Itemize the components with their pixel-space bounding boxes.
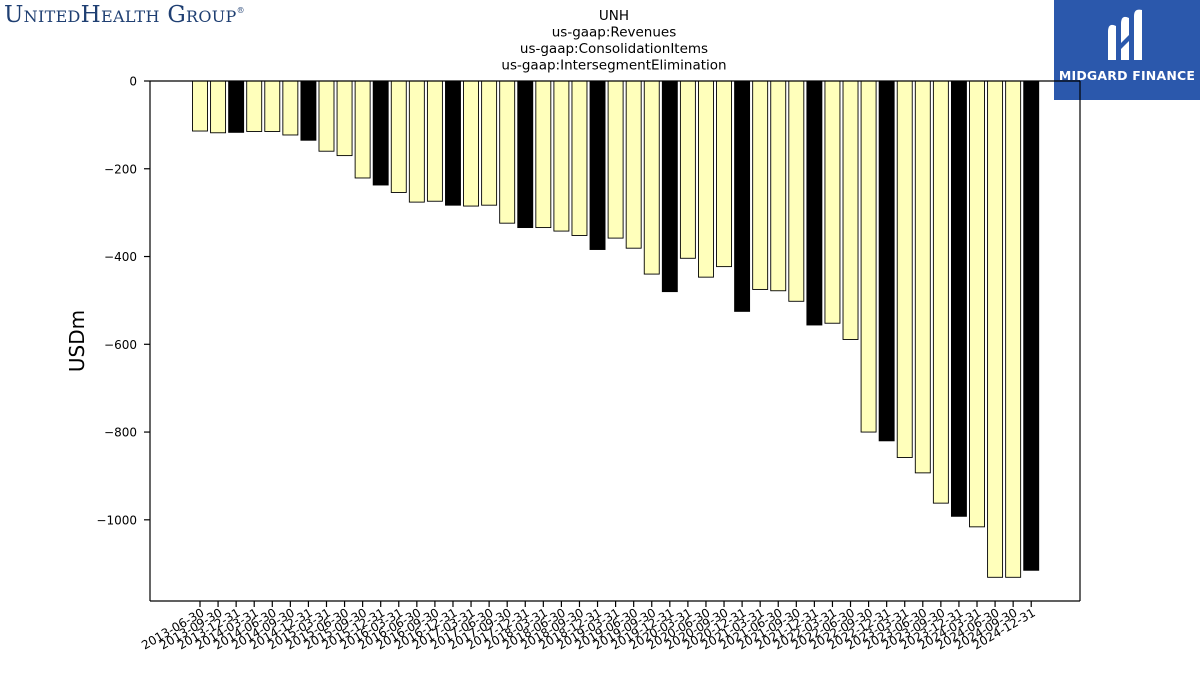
bar bbox=[264, 80, 281, 132]
axes bbox=[149, 80, 1081, 602]
bar bbox=[698, 80, 714, 278]
bar bbox=[517, 80, 534, 229]
bar bbox=[336, 80, 353, 157]
bars bbox=[192, 80, 1040, 578]
bar bbox=[426, 80, 443, 202]
bar bbox=[535, 80, 552, 229]
bar bbox=[806, 80, 823, 326]
chart-title-line: us-gaap:IntersegmentElimination bbox=[501, 58, 726, 74]
bar bbox=[282, 80, 299, 136]
bar bbox=[969, 80, 985, 528]
bar bbox=[625, 80, 642, 249]
midgard-logo-icon bbox=[1108, 9, 1142, 61]
midgard-finance-logo: MIDGARD FINANCE bbox=[1054, 0, 1200, 100]
y-tick-label: −600 bbox=[104, 338, 137, 352]
registered-mark: ® bbox=[236, 6, 245, 15]
bar bbox=[950, 80, 967, 517]
midgard-logo-text: MIDGARD FINANCE bbox=[1058, 68, 1196, 83]
bar bbox=[318, 80, 335, 152]
bar bbox=[842, 80, 859, 340]
bar bbox=[770, 80, 787, 292]
bar bbox=[661, 80, 678, 293]
bar bbox=[716, 80, 732, 268]
y-tick-label: −200 bbox=[104, 162, 137, 176]
bar bbox=[896, 80, 913, 458]
bar bbox=[571, 80, 588, 236]
x-axis-ticks: 2013-06-302013-09-302013-12-312014-03-31… bbox=[139, 601, 1038, 652]
bar bbox=[1023, 80, 1040, 571]
y-tick-label: −400 bbox=[104, 250, 137, 264]
bar bbox=[481, 80, 498, 206]
bar bbox=[210, 80, 227, 134]
chart-title-line: UNH bbox=[599, 8, 629, 24]
bar bbox=[679, 80, 696, 259]
unitedhealth-group-logo: UnitedHealth Group® bbox=[4, 2, 245, 28]
y-tick-label: −800 bbox=[104, 426, 137, 440]
bar bbox=[499, 80, 516, 224]
unitedhealth-logo-text: UnitedHealth Group bbox=[4, 2, 237, 28]
y-tick-label: −1000 bbox=[96, 513, 137, 527]
bar bbox=[300, 80, 317, 141]
y-axis-ticks: 0 −200 −400 −600 −800 −1000 bbox=[96, 75, 150, 527]
bar bbox=[607, 80, 624, 239]
bar bbox=[390, 80, 407, 193]
bar bbox=[932, 80, 949, 504]
bar bbox=[192, 80, 208, 132]
bar bbox=[1005, 80, 1022, 578]
bar bbox=[824, 80, 841, 324]
bar bbox=[553, 80, 570, 232]
chart-title-line: us-gaap:Revenues bbox=[552, 25, 677, 41]
y-axis-label: USDm bbox=[65, 310, 89, 372]
bar bbox=[752, 80, 769, 290]
y-tick-label: 0 bbox=[129, 75, 137, 89]
bar bbox=[860, 80, 877, 433]
bar bbox=[463, 80, 479, 207]
bar bbox=[878, 80, 895, 442]
chart-title: UNHus-gaap:Revenuesus-gaap:Consolidation… bbox=[501, 8, 726, 74]
bar bbox=[372, 80, 389, 186]
bar bbox=[987, 80, 1004, 578]
bar bbox=[408, 80, 425, 203]
bar bbox=[228, 80, 245, 133]
bar bbox=[246, 80, 263, 132]
bar bbox=[734, 80, 751, 312]
bar bbox=[788, 80, 805, 302]
bar bbox=[354, 80, 371, 179]
bar bbox=[445, 80, 461, 206]
bar bbox=[914, 80, 931, 474]
bar bbox=[589, 80, 606, 250]
chart-title-line: us-gaap:ConsolidationItems bbox=[520, 41, 708, 57]
bar bbox=[643, 80, 660, 275]
